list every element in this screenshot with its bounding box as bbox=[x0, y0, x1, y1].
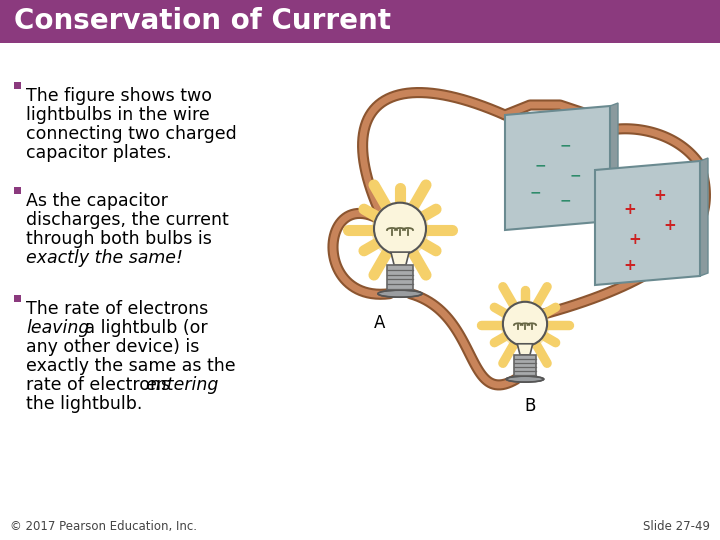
Text: © 2017 Pearson Education, Inc.: © 2017 Pearson Education, Inc. bbox=[10, 520, 197, 533]
FancyBboxPatch shape bbox=[14, 82, 21, 89]
Text: +: + bbox=[624, 202, 636, 218]
Text: connecting two charged: connecting two charged bbox=[26, 125, 237, 143]
Text: −: − bbox=[570, 168, 581, 182]
Text: leaving: leaving bbox=[26, 319, 89, 337]
Text: any other device) is: any other device) is bbox=[26, 338, 199, 356]
Text: −: − bbox=[559, 193, 571, 207]
Text: Slide 27-49: Slide 27-49 bbox=[643, 520, 710, 533]
Text: +: + bbox=[624, 258, 636, 273]
Text: the lightbulb.: the lightbulb. bbox=[26, 395, 143, 413]
Polygon shape bbox=[595, 161, 700, 285]
Text: exactly the same!: exactly the same! bbox=[26, 249, 183, 267]
Text: a lightbulb (or: a lightbulb (or bbox=[79, 319, 207, 337]
Circle shape bbox=[500, 301, 549, 349]
Polygon shape bbox=[505, 106, 610, 230]
Text: rate of electrons: rate of electrons bbox=[26, 376, 176, 394]
Text: +: + bbox=[664, 218, 676, 233]
Text: +: + bbox=[654, 187, 667, 202]
Text: The rate of electrons: The rate of electrons bbox=[26, 300, 208, 318]
Polygon shape bbox=[517, 344, 533, 355]
Text: Conservation of Current: Conservation of Current bbox=[14, 7, 391, 35]
Circle shape bbox=[374, 202, 426, 255]
Text: A: A bbox=[374, 314, 386, 332]
Polygon shape bbox=[700, 158, 708, 276]
FancyBboxPatch shape bbox=[0, 0, 720, 43]
Text: through both bulbs is: through both bulbs is bbox=[26, 230, 212, 248]
Polygon shape bbox=[610, 103, 618, 221]
FancyBboxPatch shape bbox=[14, 187, 21, 194]
Text: +: + bbox=[629, 233, 642, 247]
Text: −: − bbox=[559, 138, 571, 152]
Text: discharges, the current: discharges, the current bbox=[26, 211, 229, 229]
Text: B: B bbox=[524, 397, 536, 415]
Ellipse shape bbox=[378, 290, 422, 297]
Text: entering: entering bbox=[145, 376, 218, 394]
Text: −: − bbox=[534, 158, 546, 172]
Text: As the capacitor: As the capacitor bbox=[26, 192, 168, 210]
FancyBboxPatch shape bbox=[387, 265, 413, 294]
Ellipse shape bbox=[506, 376, 544, 382]
Circle shape bbox=[503, 302, 547, 346]
Text: The figure shows two: The figure shows two bbox=[26, 87, 212, 105]
FancyBboxPatch shape bbox=[514, 355, 536, 379]
FancyBboxPatch shape bbox=[14, 295, 21, 302]
Polygon shape bbox=[391, 252, 409, 265]
Text: exactly the same as the: exactly the same as the bbox=[26, 357, 235, 375]
Text: −: − bbox=[529, 185, 541, 199]
Text: capacitor plates.: capacitor plates. bbox=[26, 144, 171, 162]
Circle shape bbox=[372, 201, 428, 259]
Text: lightbulbs in the wire: lightbulbs in the wire bbox=[26, 106, 210, 124]
